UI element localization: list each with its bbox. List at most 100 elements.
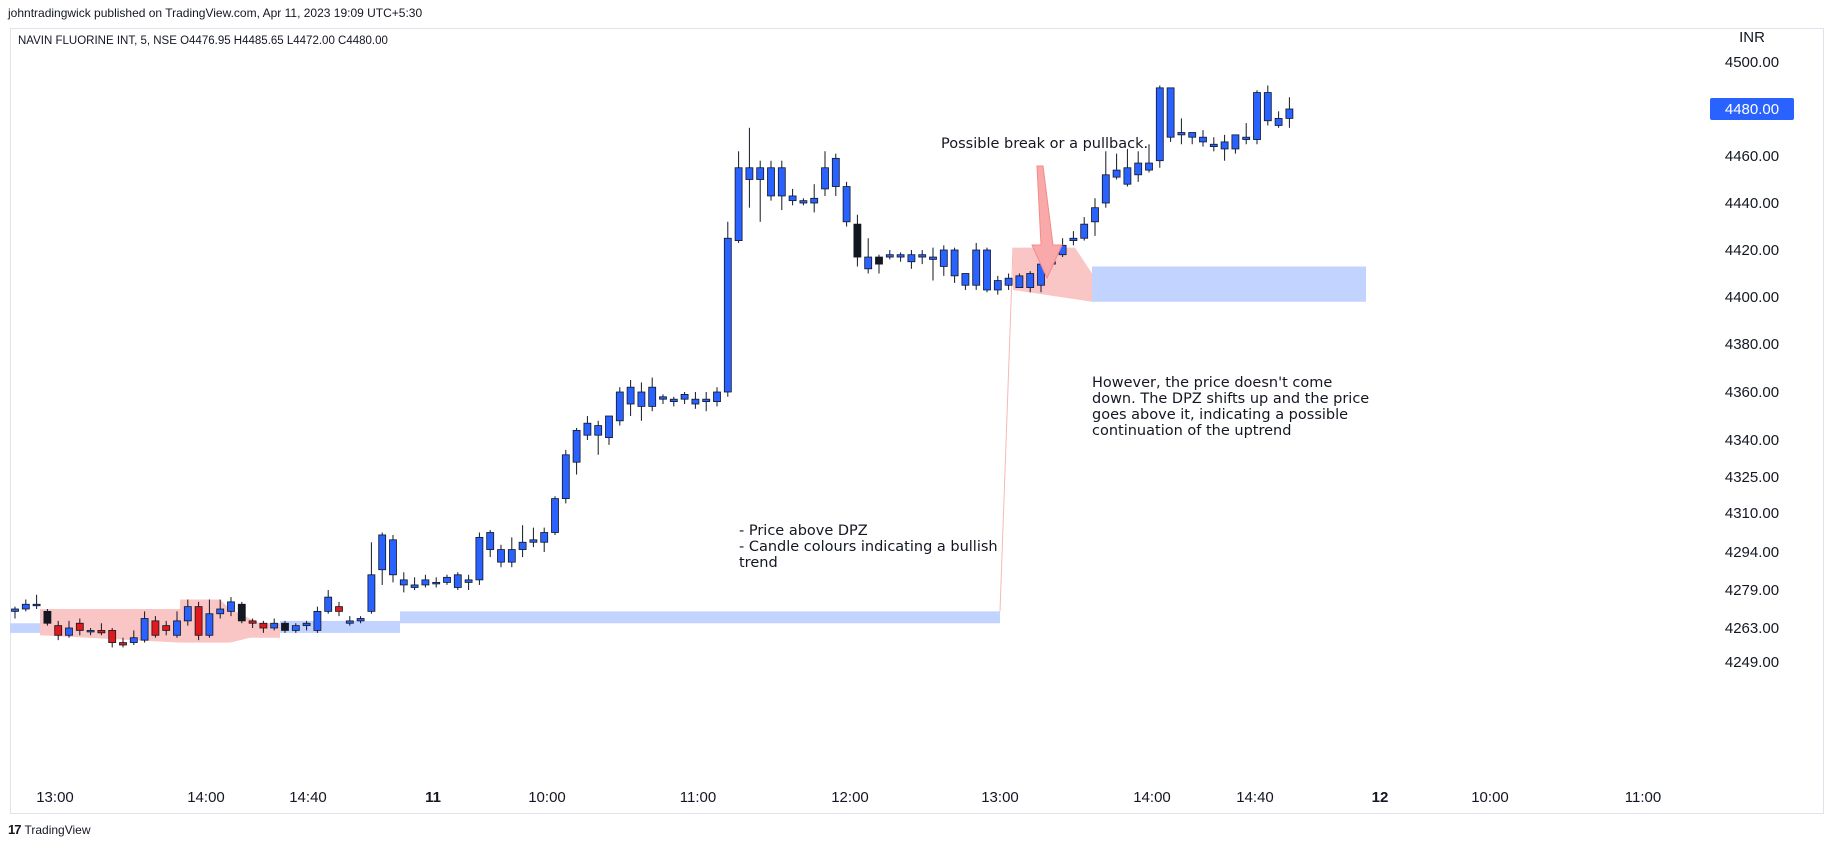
- candle-body: [713, 391, 721, 403]
- candle-body: [896, 254, 905, 258]
- annotation-text: - Candle colours indicating a bullish: [739, 539, 998, 555]
- candle-body: [97, 630, 106, 634]
- candle: [561, 449, 570, 504]
- x-tick-label: 14:00: [187, 789, 225, 806]
- candle: [1166, 87, 1175, 142]
- tradingview-logo-icon[interactable]: 17: [8, 822, 22, 837]
- candle-body: [551, 498, 559, 533]
- candle: [626, 380, 635, 416]
- candle: [713, 387, 721, 407]
- candle-body: [972, 249, 981, 286]
- candle-body: [1263, 92, 1272, 122]
- candle-body: [939, 249, 948, 267]
- candle-body: [1004, 277, 1013, 286]
- candle: [453, 572, 462, 590]
- candle-body: [54, 625, 63, 636]
- x-tick-label: 12: [1372, 789, 1389, 806]
- candle: [659, 394, 667, 404]
- candle-body: [1015, 275, 1024, 289]
- candle: [1015, 273, 1024, 289]
- annotation-text: Possible break or a pullback.: [941, 136, 1148, 152]
- candle: [907, 250, 916, 269]
- candle-body: [345, 620, 354, 624]
- candle: [529, 527, 538, 548]
- candle-body: [421, 579, 430, 586]
- candle-body: [43, 610, 52, 624]
- candle: [345, 616, 354, 626]
- candle-body: [1112, 169, 1121, 178]
- candle: [669, 396, 678, 407]
- candle-body: [205, 613, 214, 636]
- candle-body: [486, 532, 495, 550]
- candle-body: [389, 539, 397, 576]
- symbol-ohlc-legend: NAVIN FLUORINE INT, 5, NSE O4476.95 H448…: [18, 35, 388, 47]
- candle: [615, 387, 624, 426]
- chart-frame: [10, 28, 1824, 814]
- candle: [864, 238, 873, 274]
- candle-body: [529, 539, 538, 543]
- candle: [691, 392, 700, 409]
- candle: [896, 252, 905, 262]
- candle-body: [615, 391, 624, 422]
- candle-body: [194, 606, 203, 636]
- candle: [313, 606, 322, 633]
- candle-body: [594, 425, 603, 436]
- dpz-zone: [10, 623, 40, 633]
- candle-body: [378, 534, 387, 571]
- y-tick-label: 4400.00: [1725, 289, 1779, 306]
- candle: [86, 628, 95, 636]
- candle-body: [291, 625, 300, 631]
- candle-body: [572, 429, 581, 463]
- candle: [918, 250, 927, 265]
- candle-body: [734, 167, 743, 241]
- candle-body: [162, 625, 171, 631]
- candle: [194, 601, 203, 641]
- x-tick-label: 14:40: [1236, 789, 1274, 806]
- candle-body: [702, 398, 711, 403]
- candle-body: [875, 256, 883, 265]
- candle-body: [140, 618, 149, 641]
- candle: [1220, 134, 1229, 161]
- candle: [583, 416, 592, 440]
- candle-body: [11, 608, 19, 612]
- candle: [108, 628, 117, 648]
- candle-body: [86, 630, 95, 633]
- candle: [11, 606, 19, 619]
- candle: [842, 181, 851, 227]
- candle-body: [799, 200, 808, 204]
- candle-body: [1242, 136, 1251, 140]
- candle-body: [1123, 167, 1132, 185]
- y-tick-label: 4380.00: [1725, 336, 1779, 353]
- candle: [367, 542, 376, 614]
- candle-body: [1080, 223, 1089, 239]
- candle: [885, 250, 894, 260]
- candle: [810, 184, 819, 213]
- candle: [853, 214, 862, 267]
- candle: [1112, 153, 1121, 180]
- candle: [993, 275, 1002, 295]
- dpz-zone: [1092, 266, 1366, 302]
- y-tick-label: 4500.00: [1725, 54, 1779, 71]
- candle-body: [1231, 134, 1240, 150]
- candle: [291, 623, 300, 633]
- candle: [43, 609, 52, 626]
- candle: [821, 151, 829, 196]
- candle: [1263, 85, 1272, 126]
- annotation-text: down. The DPZ shifts up and the price: [1092, 391, 1369, 407]
- candle-body: [1285, 108, 1294, 119]
- candle: [605, 415, 613, 445]
- x-tick-label: 13:00: [36, 789, 74, 806]
- candle: [216, 599, 225, 619]
- candle-body: [507, 549, 516, 563]
- candle: [572, 428, 581, 475]
- candle-body: [983, 249, 991, 291]
- footer-brand: TradingView: [24, 822, 91, 837]
- candle-body: [1155, 87, 1164, 162]
- candle-body: [259, 622, 268, 629]
- candle-body: [626, 386, 635, 405]
- candle-body: [777, 167, 786, 197]
- candle-body: [475, 536, 484, 581]
- last-price-label: 4480.00: [1725, 101, 1779, 118]
- candle-body: [723, 237, 732, 393]
